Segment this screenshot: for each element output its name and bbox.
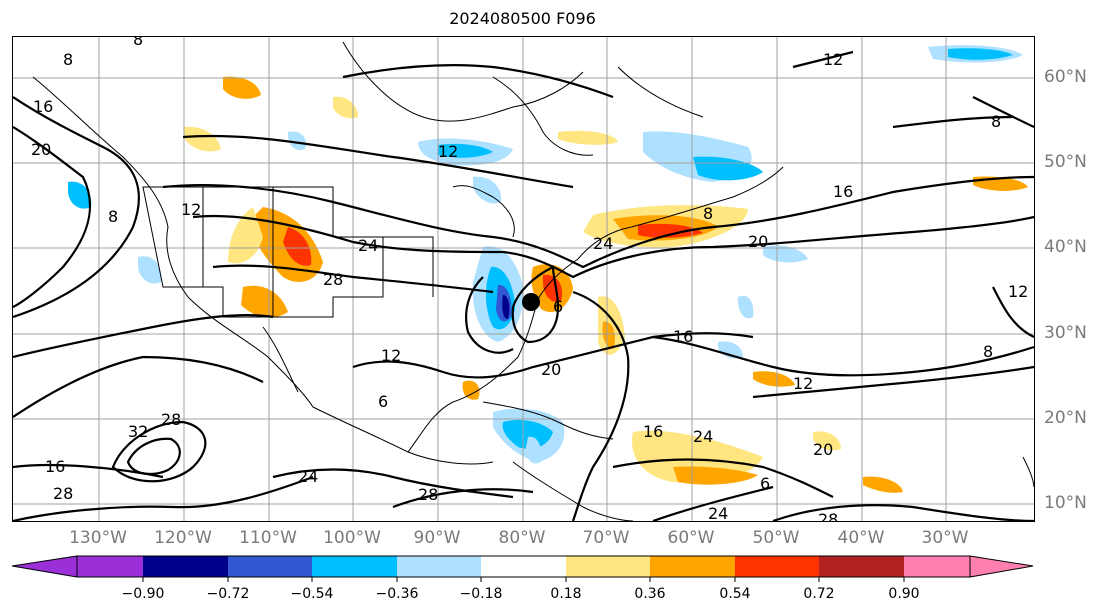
contour-label: 6 <box>760 474 770 493</box>
colorbar-tick-label: 0.18 <box>550 586 582 602</box>
colorbar-segment <box>228 556 312 577</box>
longitude-label: 120°W <box>154 528 212 548</box>
graticule <box>13 37 1034 521</box>
colorbar-segment <box>819 556 904 577</box>
contour-label: 24 <box>358 236 378 255</box>
contour-label: 20 <box>541 360 561 379</box>
colorbar-segment <box>397 556 481 577</box>
contour-label: 32 <box>128 422 148 441</box>
contour-label: 8 <box>108 207 118 226</box>
longitude-label: 90°W <box>413 528 461 548</box>
contour-lines <box>13 50 1034 521</box>
coastlines <box>32 41 1034 521</box>
colorbar-segment <box>77 556 143 577</box>
colorbar-segment <box>904 556 970 577</box>
contour-label: 28 <box>161 410 181 429</box>
contour-label: 12 <box>438 142 458 161</box>
latitude-label: 40°N <box>1044 237 1087 257</box>
contour-label: 20 <box>813 440 833 459</box>
longitude-label: 50°W <box>752 528 800 548</box>
contour-label: 20 <box>31 140 51 159</box>
colorbar-tick-label: 0.54 <box>719 586 751 602</box>
contour-label: 12 <box>793 374 813 393</box>
longitude-label: 70°W <box>582 528 630 548</box>
map-canvas: 8 8 12 12 12 12 16 16 16 16 16 20 20 20 … <box>13 37 1034 521</box>
latitude-label: 30°N <box>1044 323 1087 343</box>
longitude-label: 100°W <box>323 528 381 548</box>
contour-label: 12 <box>181 200 201 219</box>
contour-label: 28 <box>53 484 73 503</box>
colorbar-tick-label: −0.90 <box>121 586 165 602</box>
longitude-label: 60°W <box>667 528 715 548</box>
contour-label: 12 <box>1008 282 1028 301</box>
colorbar-tick-label: 0.72 <box>803 586 835 602</box>
contour-value-labels: 8 8 12 12 12 12 16 16 16 16 16 20 20 20 … <box>31 37 1028 521</box>
contour-label: 28 <box>323 270 343 289</box>
contour-label: 16 <box>833 182 853 201</box>
contour-label: 12 <box>381 346 401 365</box>
storm-center-marker <box>522 293 540 311</box>
colorbar-segment <box>566 556 650 577</box>
contour-label: 8 <box>991 112 1001 131</box>
contour-label: 28 <box>818 510 838 521</box>
contour-label: 6 <box>378 392 388 411</box>
colorbar-max-extension <box>969 555 1034 578</box>
longitude-label: 110°W <box>239 528 297 548</box>
contour-label: 8 <box>703 204 713 223</box>
contour-label: 20 <box>748 232 768 251</box>
colorbar-segment <box>143 556 228 577</box>
colorbar <box>11 555 1034 582</box>
colorbar-tick-label: 0.36 <box>634 586 666 602</box>
longitude-label: 130°W <box>69 528 127 548</box>
contour-label: 16 <box>33 97 53 116</box>
contour-label: 12 <box>823 50 843 69</box>
plot-title: 2024080500 F096 <box>449 9 596 28</box>
contour-label: 28 <box>418 485 438 504</box>
colorbar-segment <box>481 556 566 577</box>
latitude-label: 50°N <box>1044 152 1087 172</box>
contour-label: 24 <box>708 504 728 521</box>
longitude-label: 40°W <box>837 528 885 548</box>
contour-label: 8 <box>133 37 143 49</box>
weather-map: 8 8 12 12 12 12 16 16 16 16 16 20 20 20 … <box>12 36 1035 522</box>
contour-label: 16 <box>45 457 65 476</box>
colorbar-tick-label: −0.54 <box>290 586 334 602</box>
colorbar-segment <box>312 556 397 577</box>
longitude-label: 30°W <box>921 528 969 548</box>
colorbar-tick-label: −0.18 <box>459 586 503 602</box>
contour-label: 8 <box>983 342 993 361</box>
colorbar-tick-label: 0.90 <box>888 586 920 602</box>
colorbar-segment <box>735 556 819 577</box>
colorbar-min-extension <box>11 555 78 578</box>
contour-label: 24 <box>298 467 318 486</box>
longitude-label: 80°W <box>498 528 546 548</box>
contour-label: 16 <box>643 422 663 441</box>
latitude-label: 10°N <box>1044 493 1087 513</box>
colorbar-tick-label: −0.72 <box>206 586 250 602</box>
contour-label: 24 <box>693 427 713 446</box>
contour-label: 8 <box>63 50 73 69</box>
latitude-label: 20°N <box>1044 408 1087 428</box>
latitude-label: 60°N <box>1044 67 1087 87</box>
colorbar-tick-label: −0.36 <box>375 586 419 602</box>
contour-label: 16 <box>673 327 693 346</box>
contour-label: 24 <box>593 234 613 253</box>
contour-label: 6 <box>553 297 563 316</box>
colorbar-segment <box>650 556 735 577</box>
